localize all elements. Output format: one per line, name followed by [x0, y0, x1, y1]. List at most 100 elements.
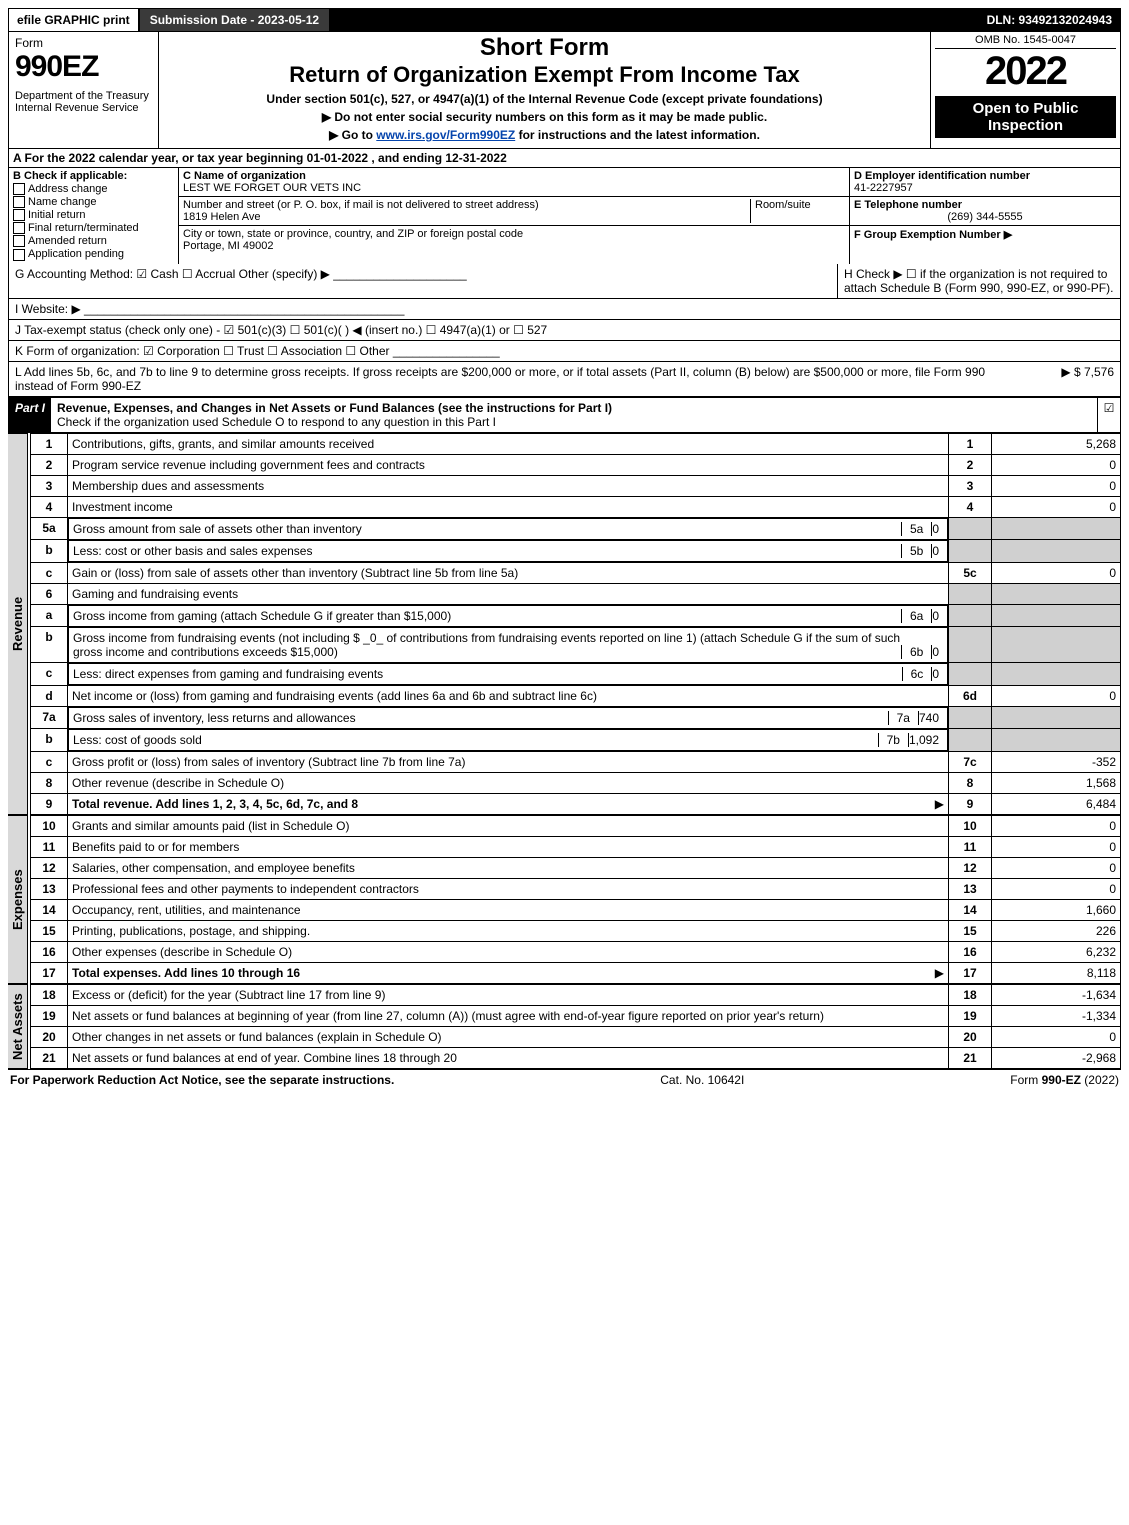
line-9-val: 6,484	[992, 793, 1121, 814]
line-5b-desc: Less: cost or other basis and sales expe…	[73, 544, 901, 558]
line-5b-shade2	[992, 540, 1121, 563]
line-12-num: 12	[31, 857, 68, 878]
line-5a-subref: 5a	[901, 522, 932, 536]
line-15-val: 226	[992, 920, 1121, 941]
chk-address-change[interactable]: Address change	[13, 183, 174, 195]
line-11-ref: 11	[949, 836, 992, 857]
submission-date-button[interactable]: Submission Date - 2023-05-12	[140, 9, 331, 31]
accounting-method: G Accounting Method: ☑ Cash ☐ Accrual Ot…	[8, 264, 838, 299]
line-6b-shade2	[992, 627, 1121, 663]
line-16-ref: 16	[949, 941, 992, 962]
line-1-num: 1	[31, 433, 68, 454]
revenue-tab: Revenue	[8, 433, 28, 815]
line-13-ref: 13	[949, 878, 992, 899]
form-number: 990EZ	[15, 50, 152, 84]
line-13-num: 13	[31, 878, 68, 899]
line-6c-shade1	[949, 663, 992, 686]
line-17-num: 17	[31, 962, 68, 983]
form-header: Form 990EZ Department of the Treasury In…	[8, 32, 1121, 149]
footer-right: Form Form 990-EZ (2022)990-EZ (2022)	[1010, 1073, 1119, 1087]
line-8-val: 1,568	[992, 772, 1121, 793]
accounting-h-row: G Accounting Method: ☑ Cash ☐ Accrual Ot…	[8, 264, 1121, 299]
dln-label: DLN: 93492132024943	[979, 9, 1120, 31]
line-5a-subval: 0	[932, 522, 943, 536]
line-2-ref: 2	[949, 454, 992, 475]
efile-print-button[interactable]: efile GRAPHIC print	[9, 9, 140, 31]
street-address: 1819 Helen Ave	[183, 211, 746, 223]
line-20-ref: 20	[949, 1026, 992, 1047]
line-5c-val: 0	[992, 562, 1121, 583]
city-label: City or town, state or province, country…	[183, 228, 845, 240]
line-13-val: 0	[992, 878, 1121, 899]
footer-catno: Cat. No. 10642I	[660, 1073, 744, 1087]
line-12-val: 0	[992, 857, 1121, 878]
part1-checkbox[interactable]: ☑	[1097, 398, 1120, 432]
line-7c-ref: 7c	[949, 751, 992, 772]
line-9-desc: Total revenue. Add lines 1, 2, 3, 4, 5c,…	[68, 793, 949, 814]
line-21-num: 21	[31, 1047, 68, 1068]
revenue-table: 1Contributions, gifts, grants, and simil…	[30, 433, 1121, 815]
line-6d-val: 0	[992, 685, 1121, 706]
section-a-taxyear: A For the 2022 calendar year, or tax yea…	[8, 149, 1121, 168]
line-12-ref: 12	[949, 857, 992, 878]
line-7b-subval: 1,092	[909, 733, 943, 747]
line-5b-subval: 0	[932, 544, 943, 558]
line-11-desc: Benefits paid to or for members	[68, 836, 949, 857]
chk-application-pending[interactable]: Application pending	[13, 248, 174, 260]
page-footer: For Paperwork Reduction Act Notice, see …	[8, 1069, 1121, 1090]
group-exemption-row: F Group Exemption Number ▶	[850, 226, 1120, 243]
line-14-ref: 14	[949, 899, 992, 920]
line-6b-desc: Gross income from fundraising events (no…	[73, 631, 901, 659]
line-3-val: 0	[992, 475, 1121, 496]
line-7b-shade1	[949, 729, 992, 752]
line-12-desc: Salaries, other compensation, and employ…	[68, 857, 949, 878]
line-7b-subref: 7b	[878, 733, 909, 747]
line-7b-desc: Less: cost of goods sold	[73, 733, 878, 747]
line-3-desc: Membership dues and assessments	[68, 475, 949, 496]
irs-link[interactable]: www.irs.gov/Form990EZ	[376, 128, 515, 142]
part1-header-row: Part I Revenue, Expenses, and Changes in…	[8, 397, 1121, 433]
line-2-num: 2	[31, 454, 68, 475]
chk-amended-return[interactable]: Amended return	[13, 235, 174, 247]
line-15-desc: Printing, publications, postage, and shi…	[68, 920, 949, 941]
line-17-desc: Total expenses. Add lines 10 through 16 …	[68, 962, 949, 983]
line-7c-num: c	[31, 751, 68, 772]
line-17-ref: 17	[949, 962, 992, 983]
line-20-num: 20	[31, 1026, 68, 1047]
chk-name-change[interactable]: Name change	[13, 196, 174, 208]
line-6a-subval: 0	[932, 609, 943, 623]
addr-label: Number and street (or P. O. box, if mail…	[183, 199, 746, 211]
line-14-desc: Occupancy, rent, utilities, and maintena…	[68, 899, 949, 920]
ein-label: D Employer identification number	[854, 170, 1030, 182]
header-left: Form 990EZ Department of the Treasury In…	[9, 32, 159, 148]
line-6c-shade2	[992, 663, 1121, 686]
line-6-desc: Gaming and fundraising events	[68, 583, 949, 604]
tax-exempt-status: J Tax-exempt status (check only one) - ☑…	[8, 320, 1121, 341]
line-1-desc: Contributions, gifts, grants, and simila…	[68, 433, 949, 454]
line-7c-val: -352	[992, 751, 1121, 772]
line-1-val: 5,268	[992, 433, 1121, 454]
website-row: I Website: ▶ ___________________________…	[8, 299, 1121, 320]
line-15-ref: 15	[949, 920, 992, 941]
line-7a-shade1	[949, 706, 992, 729]
ein-row: D Employer identification number 41-2227…	[850, 168, 1120, 197]
part1-check-note: Check if the organization used Schedule …	[57, 415, 496, 429]
line-6b-shade1	[949, 627, 992, 663]
topbar: efile GRAPHIC print Submission Date - 20…	[8, 8, 1121, 32]
line-18-val: -1,634	[992, 984, 1121, 1005]
line-11-num: 11	[31, 836, 68, 857]
chk-final-return[interactable]: Final return/terminated	[13, 222, 174, 234]
chk-initial-return[interactable]: Initial return	[13, 209, 174, 221]
column-d: D Employer identification number 41-2227…	[850, 168, 1120, 264]
line-5b-num: b	[31, 540, 68, 563]
line-5a-num: 5a	[31, 517, 68, 540]
title-return: Return of Organization Exempt From Incom…	[165, 62, 924, 88]
header-center: Short Form Return of Organization Exempt…	[159, 32, 930, 148]
line-6d-num: d	[31, 685, 68, 706]
line-6c-subval: 0	[932, 667, 943, 681]
line-18-ref: 18	[949, 984, 992, 1005]
open-public-box: Open to Public Inspection	[935, 96, 1116, 138]
line-6a-subref: 6a	[901, 609, 932, 623]
line-3-num: 3	[31, 475, 68, 496]
org-name-row: C Name of organization LEST WE FORGET OU…	[179, 168, 849, 197]
